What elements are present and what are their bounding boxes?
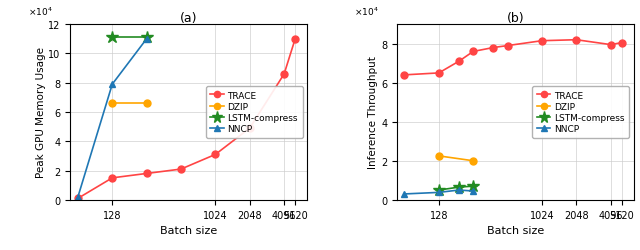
Line: NNCP: NNCP xyxy=(401,187,477,198)
Title: (b): (b) xyxy=(506,12,524,25)
Text: $\times$10$^4$: $\times$10$^4$ xyxy=(28,6,52,18)
TRACE xyxy=(435,72,443,75)
TRACE xyxy=(490,47,497,50)
Y-axis label: Peak GPU Memory Usage: Peak GPU Memory Usage xyxy=(36,47,45,178)
LSTM-compress xyxy=(455,186,463,189)
Y-axis label: Inference Throughput: Inference Throughput xyxy=(368,56,378,169)
TRACE xyxy=(280,73,288,76)
TRACE xyxy=(291,38,299,41)
Line: NNCP: NNCP xyxy=(74,36,150,200)
X-axis label: Batch size: Batch size xyxy=(160,225,218,235)
Line: TRACE: TRACE xyxy=(74,36,299,202)
TRACE xyxy=(504,45,511,48)
Legend: TRACE, DZIP, LSTM-compress, NNCP: TRACE, DZIP, LSTM-compress, NNCP xyxy=(206,87,303,138)
TRACE xyxy=(108,176,116,180)
DZIP xyxy=(435,155,443,158)
NNCP xyxy=(143,38,150,41)
Line: LSTM-compress: LSTM-compress xyxy=(433,180,479,196)
NNCP xyxy=(455,189,463,192)
TRACE xyxy=(455,60,463,64)
NNCP xyxy=(74,196,82,198)
TRACE xyxy=(74,197,82,200)
LSTM-compress xyxy=(108,36,116,40)
TRACE xyxy=(607,44,614,47)
Legend: TRACE, DZIP, LSTM-compress, NNCP: TRACE, DZIP, LSTM-compress, NNCP xyxy=(532,87,629,138)
Line: LSTM-compress: LSTM-compress xyxy=(106,32,153,44)
Line: DZIP: DZIP xyxy=(435,153,477,164)
DZIP xyxy=(143,102,150,105)
NNCP xyxy=(469,190,477,193)
Line: TRACE: TRACE xyxy=(401,37,625,79)
TRACE xyxy=(538,40,546,43)
X-axis label: Batch size: Batch size xyxy=(486,225,544,235)
LSTM-compress xyxy=(435,189,443,192)
DZIP xyxy=(469,160,477,162)
TRACE xyxy=(177,168,185,171)
TRACE xyxy=(469,51,477,54)
TRACE xyxy=(212,153,220,156)
Line: DZIP: DZIP xyxy=(109,100,150,107)
Text: $\times$10$^4$: $\times$10$^4$ xyxy=(355,6,379,18)
TRACE xyxy=(246,127,253,130)
TRACE xyxy=(573,39,580,42)
DZIP xyxy=(108,102,116,105)
TRACE xyxy=(143,172,150,175)
LSTM-compress xyxy=(469,185,477,188)
LSTM-compress xyxy=(143,36,150,40)
NNCP xyxy=(401,193,408,196)
Title: (a): (a) xyxy=(180,12,198,25)
NNCP xyxy=(435,191,443,194)
NNCP xyxy=(108,83,116,86)
TRACE xyxy=(401,74,408,77)
TRACE xyxy=(618,42,626,45)
